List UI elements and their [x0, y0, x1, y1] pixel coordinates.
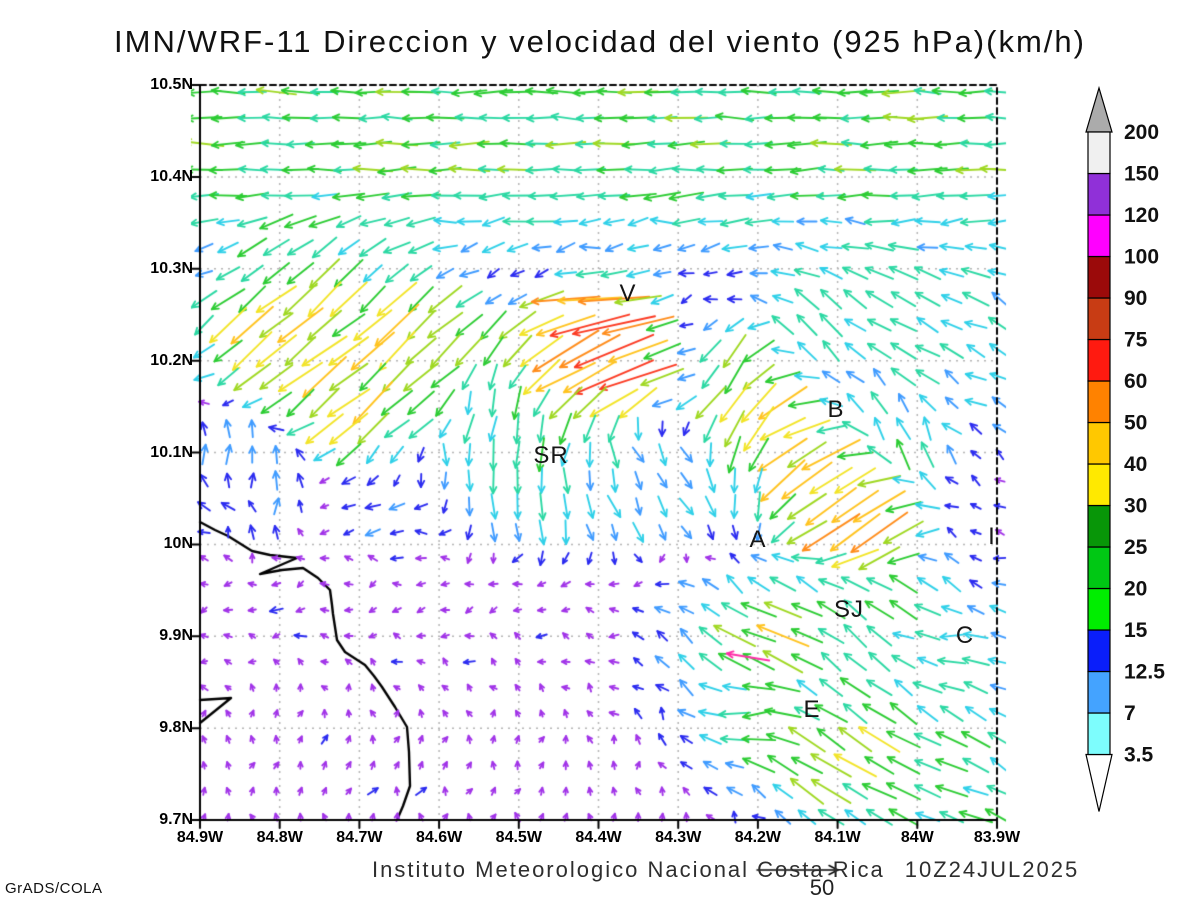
footer-line: Instituto Meteorologico Nacional Costa R… — [372, 857, 1079, 883]
legend-label: 7 — [1124, 702, 1136, 725]
color-legend-svg: 3.5 7 12.5 15 20 25 30 40 50 60 75 90 100 120 150 200 — [1085, 85, 1165, 812]
legend-label: 100 — [1124, 246, 1159, 269]
legend-label: 120 — [1124, 204, 1159, 227]
y-axis-label: 9.8N — [159, 719, 193, 737]
y-axis-label: 10.5N — [150, 76, 193, 93]
legend-over-arrow — [1085, 85, 1113, 133]
legend-label: 30 — [1124, 495, 1147, 518]
y-axis-label: 9.9N — [159, 627, 193, 645]
legend-label: 150 — [1124, 163, 1159, 186]
x-axis-label: 84.7W — [336, 829, 383, 846]
station-label-B: B — [827, 396, 845, 423]
legend-segment — [1087, 380, 1111, 424]
x-axis-label: 84.6W — [415, 829, 463, 846]
station-label-I: I — [988, 523, 996, 550]
legend-segment — [1087, 546, 1111, 590]
x-axis-label: 84.5W — [495, 829, 542, 846]
legend-label: 25 — [1124, 536, 1148, 559]
legend-label: 15 — [1124, 619, 1148, 642]
legend-segment — [1087, 255, 1111, 299]
legend-segment — [1087, 172, 1111, 216]
footer-datetime: 10Z24JUL2025 — [904, 857, 1080, 882]
legend-segment — [1087, 463, 1111, 507]
legend-segment — [1087, 338, 1111, 382]
legend-label: 90 — [1124, 287, 1147, 310]
station-label-SJ: SJ — [833, 596, 865, 623]
grads-credit: GrADS/COLA — [5, 880, 103, 897]
legend-label: 20 — [1124, 578, 1147, 601]
legend-label: 75 — [1124, 329, 1148, 352]
legend-segment — [1087, 587, 1111, 631]
station-label-A: A — [749, 526, 767, 553]
station-label-SR: SR — [533, 442, 569, 469]
x-axis-label: 84.8W — [256, 829, 303, 846]
station-label-E: E — [803, 696, 821, 723]
legend-segment — [1087, 504, 1111, 548]
legend-label: 200 — [1124, 121, 1159, 144]
legend-label: 50 — [1124, 412, 1147, 435]
reference-vector-value: 50 — [809, 875, 835, 900]
y-axis-label: 10N — [163, 535, 193, 553]
legend-segment — [1087, 421, 1111, 465]
x-axis-label: 84W — [900, 829, 934, 846]
legend-segment — [1087, 629, 1111, 673]
legend-segment — [1087, 131, 1111, 175]
legend-label: 60 — [1124, 370, 1147, 393]
y-axis-label: 9.7N — [159, 811, 193, 828]
legend-label: 3.5 — [1124, 744, 1154, 767]
footer-institution: Instituto Meteorologico Nacional Costa R… — [372, 857, 885, 882]
x-axis-label: 83.9W — [973, 829, 1021, 846]
color-legend: 3.5 7 12.5 15 20 25 30 40 50 60 75 90 100 120 150 200 — [1080, 75, 1200, 855]
y-axis-label: 10.2N — [150, 351, 193, 369]
x-axis-label: 84.2W — [734, 829, 782, 846]
legend-label: 12.5 — [1124, 661, 1165, 684]
x-axis-label: 84.1W — [814, 829, 861, 846]
y-axis-label: 10.3N — [150, 259, 193, 277]
legend-label: 40 — [1124, 453, 1147, 476]
legend-under-arrow — [1085, 753, 1113, 812]
legend-segment — [1087, 214, 1111, 258]
station-label-C: C — [955, 622, 975, 649]
x-axis-label: 84.4W — [575, 829, 622, 846]
station-label-V: V — [619, 280, 637, 307]
legend-segment — [1087, 670, 1111, 714]
x-axis-label: 84.3W — [655, 829, 702, 846]
legend-segment — [1087, 712, 1111, 756]
y-axis-label: 10.1N — [150, 443, 193, 461]
x-axis-label: 84.9W — [176, 829, 224, 846]
legend-segment — [1087, 297, 1111, 341]
y-axis-label: 10.4N — [150, 167, 193, 185]
